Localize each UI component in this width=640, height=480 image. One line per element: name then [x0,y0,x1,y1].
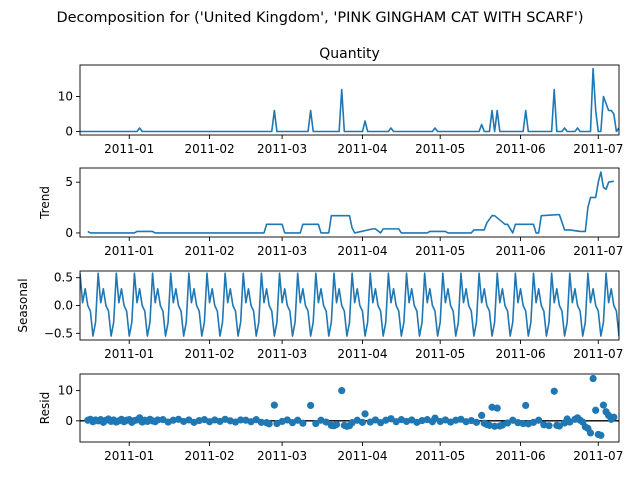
plot-area [80,375,619,439]
resid-point [551,388,558,395]
x-tick-label: 2011-01 [104,449,154,463]
y-tick-label: 0.0 [54,299,73,313]
resid-point [478,412,485,419]
x-tick-label: 2011-04 [337,347,387,361]
x-tick-label: 2011-07 [573,244,623,258]
plot-area [80,273,619,336]
x-tick-label: 2011-03 [257,244,307,258]
axes-frame [80,168,619,237]
x-tick-label: 2011-02 [184,347,234,361]
x-tick-label: 2011-07 [573,142,623,156]
resid-point [587,429,594,436]
x-tick-label: 2011-02 [184,449,234,463]
resid-point [597,432,604,439]
resid-point [592,407,599,414]
panel-title: Quantity [319,46,380,62]
x-tick-label: 2011-05 [415,142,465,156]
panel-seasonal: Seasonal −0.5 0.0 0.5 2011-01 2011-02 2011-03 2… [16,271,623,361]
x-tick-label: 2011-04 [337,244,387,258]
x-tick-label: 2011-03 [257,347,307,361]
y-axis-label: Resid [38,392,52,424]
axes-frame [80,374,619,442]
resid-point [589,375,596,382]
x-tick-label: 2011-06 [495,142,545,156]
plot-area [80,69,619,132]
y-tick-label: 10 [58,90,73,104]
resid-point [545,422,552,429]
y-tick-label: 0 [65,414,73,428]
resid-point [333,421,340,428]
resid-point [522,402,529,409]
resid-point [266,420,273,427]
resid-point [299,420,306,427]
x-tick-label: 2011-02 [184,244,234,258]
series-line-quantity [80,69,619,132]
x-tick-label: 2011-07 [573,347,623,361]
x-tick-label: 2011-01 [104,347,154,361]
x-tick-label: 2011-06 [495,244,545,258]
resid-point [271,402,278,409]
y-axis-label: Seasonal [16,278,30,332]
y-tick-label: 0 [65,226,73,240]
x-tick-label: 2011-03 [257,142,307,156]
resid-point [361,410,368,417]
resid-point [338,387,345,394]
resid-point [494,405,501,412]
x-tick-label: 2011-06 [495,347,545,361]
resid-point [473,419,480,426]
series-line-trend [88,172,614,233]
x-tick-label: 2011-05 [415,449,465,463]
x-tick-label: 2011-05 [415,347,465,361]
x-tick-label: 2011-04 [337,142,387,156]
y-tick-label: 0 [65,125,73,139]
y-tick-label: 10 [58,384,73,398]
x-tick-label: 2011-01 [104,142,154,156]
x-tick-label: 2011-05 [415,244,465,258]
x-tick-label: 2011-01 [104,244,154,258]
y-tick-label: −0.5 [44,326,73,340]
x-tick-label: 2011-07 [573,449,623,463]
axes-frame [80,65,619,135]
y-tick-label: 5 [65,175,73,189]
x-tick-label: 2011-02 [184,142,234,156]
resid-point [610,414,617,421]
panel-trend: Trend 0 5 2011-01 2011-02 2011-03 2011-04 2011-… [38,168,623,258]
resid-point [359,419,366,426]
series-line-seasonal [80,273,619,336]
y-axis-label: Trend [38,186,52,220]
figure-suptitle: Decomposition for ('United Kingdom', 'PI… [56,10,583,26]
y-tick-label: 0.5 [54,271,73,285]
x-tick-label: 2011-03 [257,449,307,463]
plot-area [88,172,614,233]
x-tick-label: 2011-04 [337,449,387,463]
panel-quantity: Quantity 0 10 2011-01 2011-02 2011-03 2011-04 2… [58,46,624,156]
panel-resid: Resid 0 10 2011-01 2011-02 2011-03 2011-04 2011… [38,374,623,463]
resid-point [600,402,607,409]
resid-point [307,402,314,409]
x-tick-label: 2011-06 [495,449,545,463]
